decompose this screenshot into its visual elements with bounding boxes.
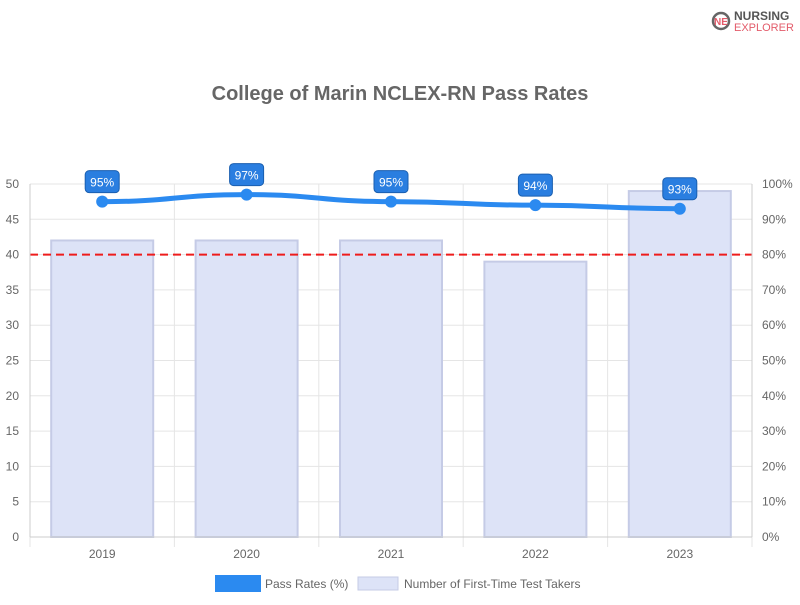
right-tick-label: 100%	[762, 177, 793, 191]
right-tick-label: 80%	[762, 248, 786, 262]
left-tick-label: 5	[12, 495, 19, 509]
pass-rate-point-2019[interactable]	[96, 195, 109, 208]
pass-rate-point-2023[interactable]	[673, 202, 686, 215]
data-label: 93%	[668, 183, 692, 197]
left-tick-label: 15	[6, 424, 20, 438]
left-tick-label: 30	[6, 318, 20, 332]
left-tick-label: 50	[6, 177, 20, 191]
chart-title: College of Marin NCLEX-RN Pass Rates	[212, 83, 589, 105]
legend-label-test-takers[interactable]: Number of First-Time Test Takers	[404, 577, 580, 591]
right-tick-label: 70%	[762, 283, 786, 297]
data-label-box	[84, 170, 120, 194]
right-tick-label: 40%	[762, 389, 786, 403]
logo-line1: NURSING	[734, 9, 789, 23]
data-label: 95%	[379, 176, 403, 190]
legend: Pass Rates (%) Number of First-Time Test…	[215, 575, 580, 592]
left-tick-label: 10	[6, 459, 20, 473]
right-tick-label: 60%	[762, 318, 786, 332]
right-tick-label: 20%	[762, 459, 786, 473]
left-tick-label: 40	[6, 248, 20, 262]
legend-label-pass-rates[interactable]: Pass Rates (%)	[265, 577, 348, 591]
right-tick-label: 10%	[762, 495, 786, 509]
legend-swatch-pass-rates[interactable]	[215, 575, 261, 592]
x-tick-label: 2023	[666, 547, 693, 561]
bar-2019[interactable]	[50, 239, 155, 538]
left-tick-label: 45	[6, 212, 20, 226]
right-tick-label: 30%	[762, 424, 786, 438]
left-tick-label: 25	[6, 354, 20, 368]
logo: NE NURSING EXPLORER	[711, 9, 794, 34]
right-tick-label: 50%	[762, 354, 786, 368]
bar-2022[interactable]	[483, 260, 588, 538]
pass-rate-point-2022[interactable]	[529, 199, 542, 212]
data-label: 95%	[90, 176, 114, 190]
bar-2023[interactable]	[627, 190, 732, 538]
data-label: 97%	[235, 169, 259, 183]
x-tick-label: 2019	[89, 547, 116, 561]
data-label-box	[662, 177, 698, 201]
left-tick-label: 20	[6, 389, 20, 403]
left-tick-label: 35	[6, 283, 20, 297]
bar-2021[interactable]	[339, 239, 443, 538]
data-label-box	[373, 170, 409, 194]
right-tick-label: 90%	[762, 212, 786, 226]
data-label: 94%	[523, 179, 547, 193]
x-tick-label: 2021	[378, 547, 405, 561]
right-tick-label: 0%	[762, 530, 780, 544]
data-label-box	[229, 163, 265, 187]
data-label-box	[517, 173, 553, 197]
logo-line2: EXPLORER	[734, 22, 794, 34]
x-tick-label: 2022	[522, 547, 549, 561]
svg-text:NE: NE	[714, 17, 728, 28]
pass-rate-point-2020[interactable]	[240, 188, 253, 201]
bar-2020[interactable]	[194, 239, 299, 538]
left-tick-label: 0	[12, 530, 19, 544]
pass-rate-point-2021[interactable]	[385, 195, 397, 208]
legend-swatch-test-takers[interactable]	[357, 576, 399, 591]
x-tick-label: 2020	[233, 547, 260, 561]
